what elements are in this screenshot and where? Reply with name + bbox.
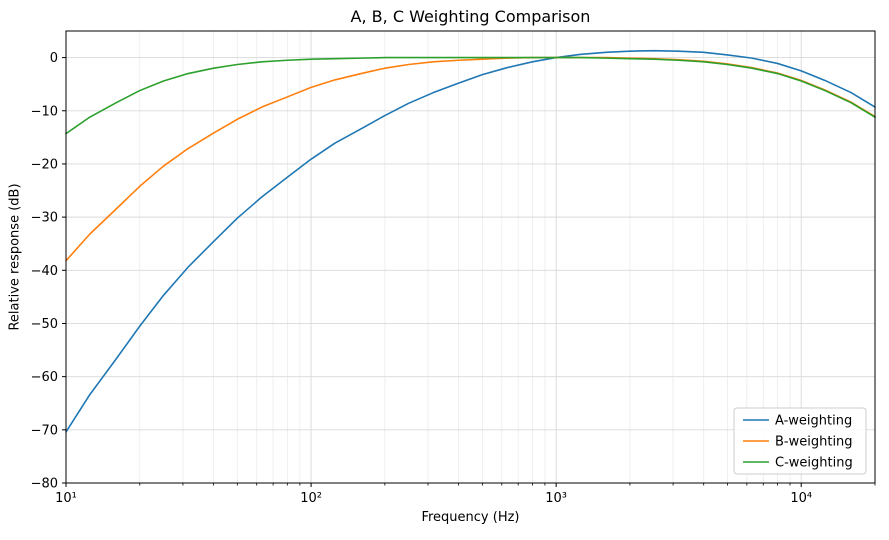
- axes-frame: [65, 30, 876, 484]
- x-tick-label: 10³: [545, 491, 567, 506]
- series-line-c-weighting: [65, 56, 876, 135]
- y-tick-label: 0: [50, 51, 58, 66]
- y-tick-label: −50: [31, 317, 58, 332]
- legend-label: A-weighting: [775, 414, 852, 429]
- chart-title: A, B, C Weighting Comparison: [350, 7, 591, 26]
- y-tick-label: −20: [31, 157, 58, 172]
- y-tick-label: −30: [31, 211, 58, 226]
- y-tick-label: −40: [31, 264, 58, 279]
- legend-label: B-weighting: [775, 435, 853, 450]
- y-axis-label: Relative response (dB): [7, 183, 23, 331]
- y-tick-label: −70: [31, 423, 58, 438]
- legend-box: [733, 407, 867, 475]
- x-tick-label: 10⁴: [790, 491, 812, 506]
- series-line-b-weighting: [65, 56, 876, 262]
- x-tick-label: 10²: [300, 491, 322, 506]
- y-tick-label: −10: [31, 104, 58, 119]
- x-axis-label: Frequency (Hz): [421, 510, 520, 525]
- series-line-a-weighting: [65, 49, 876, 433]
- legend-label: C-weighting: [775, 456, 853, 471]
- y-tick-label: −60: [31, 370, 58, 385]
- x-tick-label: 10¹: [55, 491, 77, 506]
- y-tick-label: −80: [31, 477, 58, 492]
